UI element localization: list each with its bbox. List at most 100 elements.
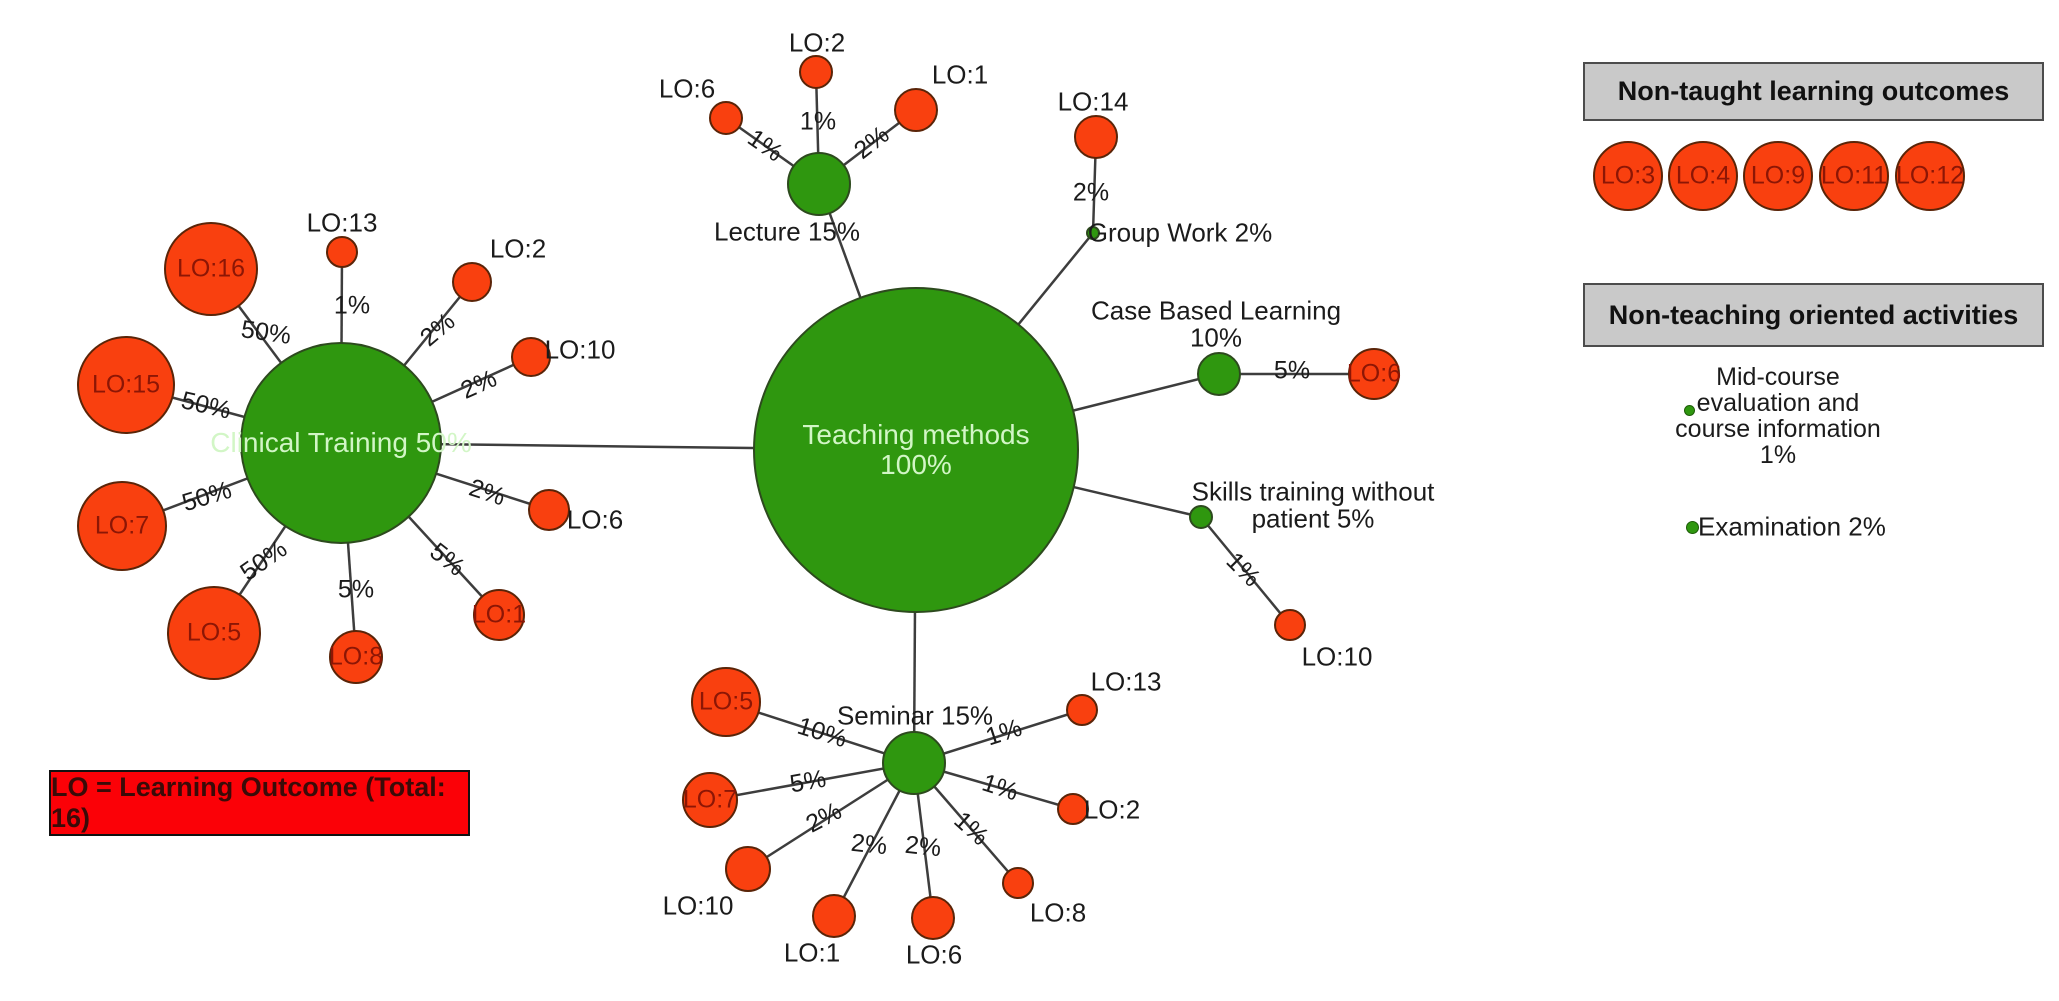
outcome-cl-lo7 xyxy=(77,481,167,571)
hub-teaching xyxy=(753,287,1079,613)
examination-dot-icon xyxy=(1686,521,1699,534)
hub-seminar xyxy=(882,731,946,795)
non-taught-header: Non-taught learning outcomes xyxy=(1583,62,2044,121)
outcome-label-nt-lo3: LO:3 xyxy=(1600,161,1656,190)
outcome-label-cl-lo13: LO:13 xyxy=(306,207,378,238)
outcome-label-cl-lo10: LO:10 xyxy=(544,334,616,365)
hub-groupwork xyxy=(1086,226,1100,240)
outcome-cl-lo10 xyxy=(511,337,551,377)
hub-cbl xyxy=(1197,352,1241,396)
outcome-sem-lo5 xyxy=(691,667,761,737)
outcome-sem-lo13 xyxy=(1066,694,1098,726)
outcome-lec-lo6 xyxy=(709,101,743,135)
outcome-label-sem-lo1: LO:1 xyxy=(783,937,841,968)
outcome-label-nt-lo9: LO:9 xyxy=(1750,161,1806,190)
non-teaching-header: Non-teaching oriented activities xyxy=(1583,283,2044,347)
outcome-sem-lo1 xyxy=(812,894,856,938)
hub-label-line: Teaching methods xyxy=(802,419,1030,450)
hub-lecture xyxy=(787,152,851,216)
outcome-sem-lo7 xyxy=(682,772,738,828)
edge-percent-label: 5% xyxy=(337,575,375,604)
outcome-label-nt-lo4: LO:4 xyxy=(1675,161,1731,190)
hub-label-teaching: Teaching methods 100% xyxy=(802,420,1029,480)
hub-label-line: patient 5% xyxy=(1251,504,1375,534)
outcome-nt-lo12 xyxy=(1895,141,1965,211)
hub-label-lecture: Lecture 15% xyxy=(714,216,860,247)
edge-percent-label: 1% xyxy=(333,291,371,320)
outcome-label-cl-lo15: LO:15 xyxy=(91,370,161,399)
hub-label-groupwork: Group Work 2% xyxy=(1087,217,1273,248)
outcome-cl-lo16 xyxy=(164,222,258,316)
outcome-sem-lo10 xyxy=(725,846,771,892)
midcourse-line-3: course information xyxy=(1675,415,1881,443)
outcome-label-cbl-lo6: LO:6 xyxy=(1346,359,1402,388)
outcome-label-cl-lo7: LO:7 xyxy=(94,511,150,540)
hub-skills xyxy=(1189,505,1213,529)
hub-label-clinical: Clinical Training 50% xyxy=(210,428,471,458)
outcome-label-sem-lo2: LO:2 xyxy=(1083,794,1141,825)
outcome-sem-lo2 xyxy=(1057,793,1089,825)
outcome-label-sem-lo8: LO:8 xyxy=(1029,897,1087,928)
legend-box: LO = Learning Outcome (Total: 16) xyxy=(49,770,470,836)
outcome-label-sem-lo7: LO:7 xyxy=(682,785,738,814)
hub-label-line: Case Based Learning xyxy=(1090,295,1342,326)
hub-label-line: 10% xyxy=(1189,323,1243,353)
hub-label-line: Clinical Training 50% xyxy=(210,427,472,458)
outcome-label-sem-lo13: LO:13 xyxy=(1090,666,1162,697)
midcourse-line-1: Mid-course xyxy=(1716,363,1840,391)
outcome-cbl-lo6 xyxy=(1348,348,1400,400)
outcome-lec-lo1 xyxy=(894,88,938,132)
outcome-label-gw-lo14: LO:14 xyxy=(1057,86,1129,117)
outcome-cl-lo13 xyxy=(326,236,358,268)
outcome-label-sem-lo5: LO:5 xyxy=(698,687,754,716)
non-taught-title: Non-taught learning outcomes xyxy=(1617,76,2010,106)
non-teaching-title: Non-teaching oriented activities xyxy=(1608,299,2019,330)
outcome-nt-lo9 xyxy=(1743,141,1813,211)
outcome-label-lec-lo2: LO:2 xyxy=(788,27,846,58)
outcome-label-cl-lo8: LO:8 xyxy=(328,642,384,671)
outcome-label-sem-lo6: LO:6 xyxy=(905,939,963,970)
midcourse-line-4: 1% xyxy=(1759,441,1797,469)
edge-percent-label: 5% xyxy=(787,764,829,799)
edge-percent-label: 2% xyxy=(1072,178,1110,207)
edge-percent-label: 5% xyxy=(1273,356,1311,385)
midcourse-label: Mid-course evaluation and course informa… xyxy=(1675,364,1881,468)
outcome-label-sem-lo10: LO:10 xyxy=(662,890,734,921)
outcome-lec-lo2 xyxy=(799,55,833,89)
outcome-cl-lo15 xyxy=(77,336,175,434)
outcome-sem-lo6 xyxy=(911,896,955,940)
outcome-nt-lo11 xyxy=(1819,141,1889,211)
outcome-label-lec-lo6: LO:6 xyxy=(658,73,716,104)
hub-label-cbl: Case Based Learning 10% xyxy=(1090,295,1342,353)
outcome-nt-lo3 xyxy=(1593,141,1663,211)
outcome-sk-lo10 xyxy=(1274,609,1306,641)
hub-label-seminar: Seminar 15% xyxy=(836,700,994,731)
outcome-label-cl-lo5: LO:5 xyxy=(186,618,242,647)
outcome-label-cl-lo2: LO:2 xyxy=(489,233,547,264)
hub-label-line: Skills training without xyxy=(1191,476,1435,507)
outcome-cl-lo6 xyxy=(528,489,570,531)
edge-line xyxy=(709,761,915,802)
outcome-cl-lo8 xyxy=(329,630,383,684)
hub-label-line: Group Work 2% xyxy=(1087,217,1273,248)
outcome-label-cl-lo6: LO:6 xyxy=(566,504,624,535)
hub-label-skills: Skills training without patient 5% xyxy=(1191,476,1435,534)
hub-label-line: Lecture 15% xyxy=(714,216,860,247)
outcome-label-nt-lo12: LO:12 xyxy=(1895,161,1965,190)
examination-label: Examination 2% xyxy=(1698,511,1886,542)
edge-percent-label: 2% xyxy=(849,828,889,861)
outcome-gw-lo14 xyxy=(1074,115,1118,159)
outcome-label-cl-lo16: LO:16 xyxy=(176,254,246,283)
hub-label-line: Seminar 15% xyxy=(836,700,994,731)
outcome-cl-lo1 xyxy=(473,589,525,641)
outcome-label-nt-lo11: LO:11 xyxy=(1820,161,1888,190)
outcome-label-sk-lo10: LO:10 xyxy=(1301,641,1373,672)
edge-line xyxy=(1200,516,1291,626)
outcome-sem-lo8 xyxy=(1002,867,1034,899)
outcome-label-cl-lo1: LO:1 xyxy=(471,600,527,629)
edge-percent-label: 2% xyxy=(903,830,943,863)
outcome-cl-lo2 xyxy=(452,262,492,302)
legend-label: LO = Learning Outcome (Total: 16) xyxy=(51,772,446,833)
hub-clinical xyxy=(240,342,442,544)
